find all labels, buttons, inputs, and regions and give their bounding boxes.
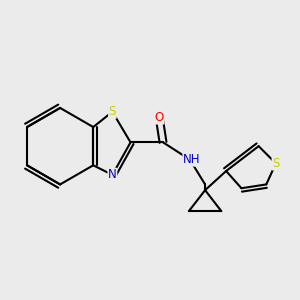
Text: S: S xyxy=(109,105,116,118)
Text: N: N xyxy=(108,168,117,182)
Text: NH: NH xyxy=(183,153,200,166)
Text: S: S xyxy=(272,157,280,170)
Text: O: O xyxy=(154,111,164,124)
